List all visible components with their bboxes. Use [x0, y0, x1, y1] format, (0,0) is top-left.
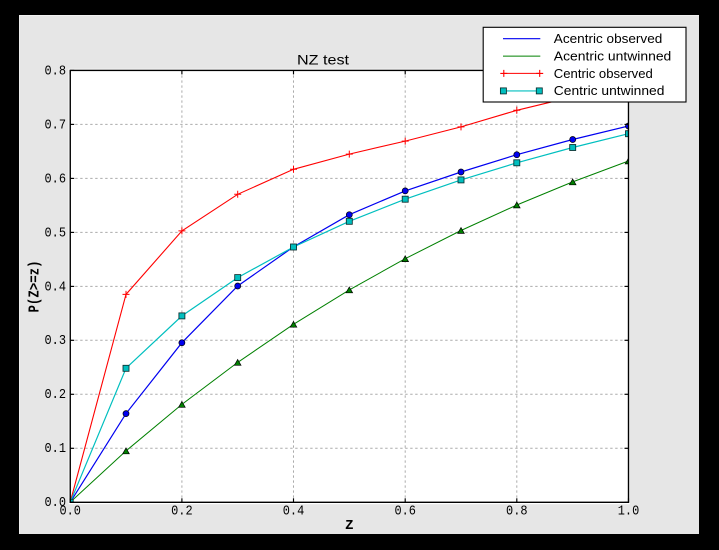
svg-text:0.0: 0.0: [59, 504, 81, 520]
svg-text:0.7: 0.7: [45, 117, 67, 133]
svg-text:Acentric observed: Acentric observed: [554, 31, 663, 46]
svg-text:0.2: 0.2: [45, 387, 67, 403]
svg-text:0.5: 0.5: [45, 225, 67, 241]
svg-text:0.6: 0.6: [45, 171, 67, 187]
svg-text:0.1: 0.1: [45, 441, 67, 457]
svg-text:0.2: 0.2: [171, 504, 193, 520]
svg-text:0.6: 0.6: [394, 504, 416, 520]
svg-text:0.4: 0.4: [283, 504, 305, 520]
svg-text:P(Z>=z): P(Z>=z): [28, 261, 44, 313]
svg-text:0.8: 0.8: [506, 504, 528, 520]
svg-text:Z: Z: [345, 518, 353, 534]
svg-text:0.3: 0.3: [45, 333, 67, 349]
svg-text:Acentric untwinned: Acentric untwinned: [554, 49, 672, 64]
svg-text:0.0: 0.0: [45, 495, 67, 511]
svg-text:Centric untwinned: Centric untwinned: [554, 83, 665, 98]
svg-text:0.4: 0.4: [45, 279, 67, 295]
svg-text:1.0: 1.0: [618, 504, 640, 520]
svg-text:NZ test: NZ test: [297, 52, 349, 68]
svg-text:0.8: 0.8: [45, 63, 67, 79]
svg-text:Centric observed: Centric observed: [554, 66, 653, 81]
